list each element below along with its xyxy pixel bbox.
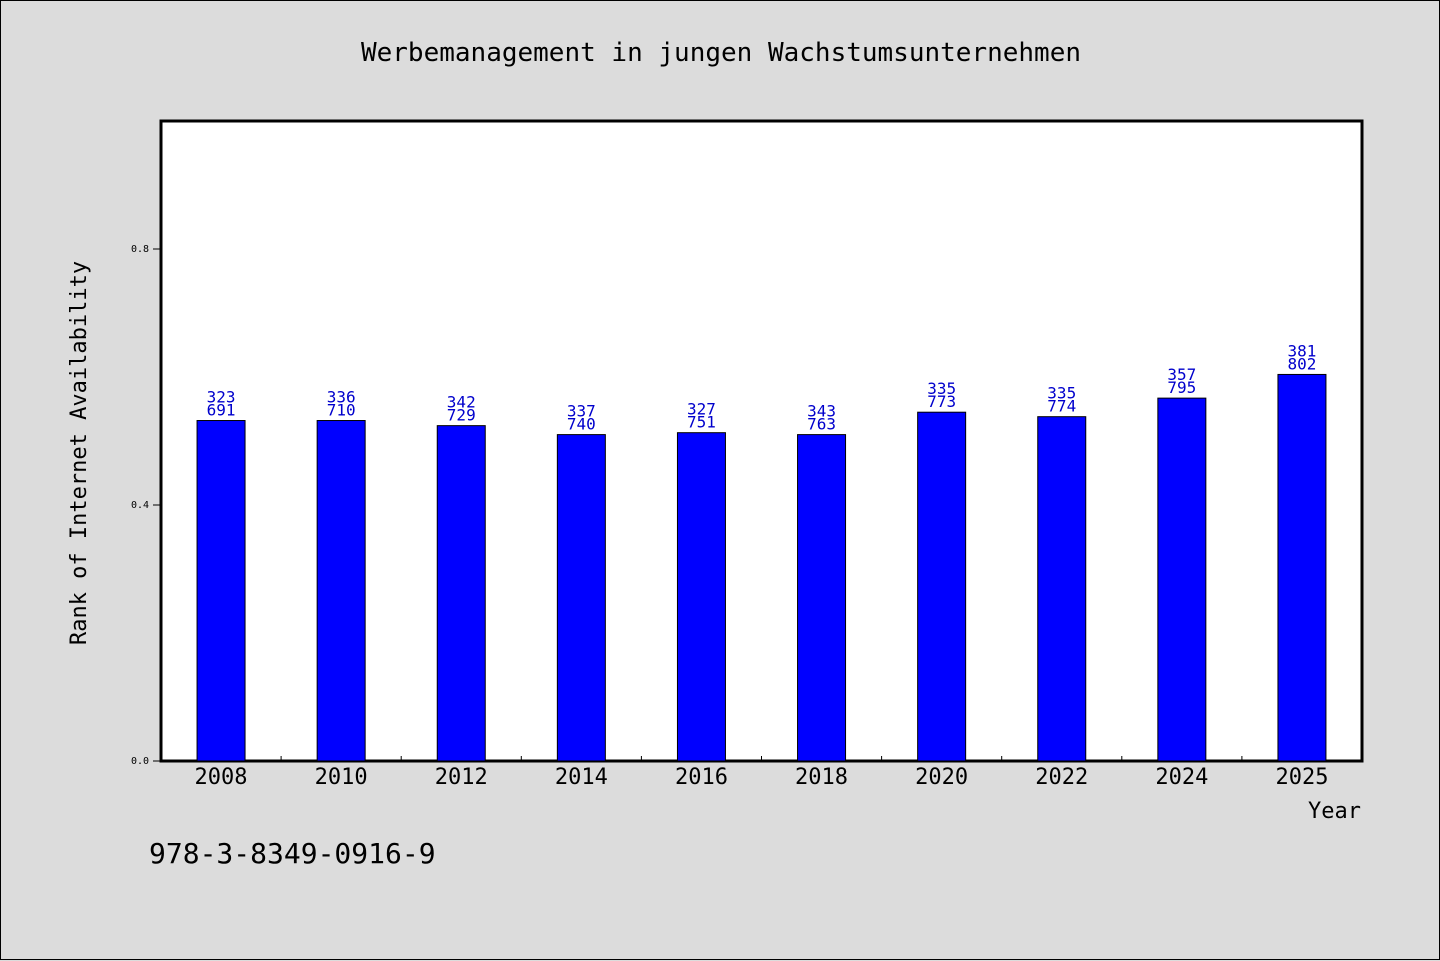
x-tick-label: 2016 bbox=[675, 765, 728, 790]
bar bbox=[1277, 373, 1327, 762]
x-tick-label: 2024 bbox=[1155, 765, 1208, 790]
x-axis-label: Year bbox=[1308, 799, 1361, 824]
bar bbox=[436, 425, 486, 762]
x-tick-label: 2014 bbox=[555, 765, 608, 790]
bar-label-top: 337 bbox=[567, 402, 596, 421]
x-tick-label: 2018 bbox=[795, 765, 848, 790]
x-tick-label: 2025 bbox=[1275, 765, 1328, 790]
bar-label-bottom: 710 bbox=[327, 401, 356, 420]
bar-label-top: 327 bbox=[687, 400, 716, 419]
x-axis-ticks: 2008 2010 2012 2014 2016 2018 2020 2022 2024 2025 bbox=[195, 756, 1328, 790]
bar-label-bottom: 751 bbox=[687, 413, 716, 432]
bar bbox=[1157, 397, 1207, 762]
x-tick-label: 2012 bbox=[435, 765, 488, 790]
bar-label-top: 335 bbox=[927, 379, 956, 398]
bar bbox=[196, 420, 246, 762]
y-tick-label: 0.4 bbox=[131, 500, 149, 511]
bar-label-top: 336 bbox=[327, 388, 356, 407]
bar bbox=[797, 434, 847, 762]
x-tick-label: 2022 bbox=[1035, 765, 1088, 790]
bar-label-top: 335 bbox=[1047, 384, 1076, 403]
bar-label-top: 343 bbox=[807, 402, 836, 421]
isbn-text: 978-3-8349-0916-9 bbox=[149, 837, 436, 870]
y-tick-label: 0.8 bbox=[131, 244, 149, 255]
bar-label-top: 381 bbox=[1287, 341, 1316, 360]
bar-label-bottom: 691 bbox=[207, 401, 236, 420]
bar bbox=[917, 411, 967, 762]
bar-label-bottom: 802 bbox=[1287, 354, 1316, 373]
bar bbox=[316, 420, 366, 762]
x-tick-label: 2010 bbox=[315, 765, 368, 790]
y-axis-ticks: 0.0 0.4 0.8 bbox=[131, 244, 161, 767]
y-tick-label: 0.0 bbox=[131, 756, 149, 767]
bar bbox=[676, 432, 726, 762]
y-axis-label: Rank of Internet Availability bbox=[67, 261, 92, 645]
x-tick-label: 2008 bbox=[195, 765, 248, 790]
bar-label-top: 323 bbox=[207, 388, 236, 407]
x-tick-label: 2020 bbox=[915, 765, 968, 790]
bar bbox=[1037, 416, 1087, 762]
bar-label-bottom: 774 bbox=[1047, 397, 1076, 416]
chart-title: Werbemanagement in jungen Wachstumsunter… bbox=[361, 38, 1081, 68]
bar-label-bottom: 773 bbox=[927, 392, 956, 411]
bar-label-bottom: 763 bbox=[807, 415, 836, 434]
bar-label-bottom: 740 bbox=[567, 415, 596, 434]
bar-label-bottom: 729 bbox=[447, 406, 476, 425]
bars-group bbox=[196, 373, 1327, 762]
bar-label-bottom: 795 bbox=[1167, 378, 1196, 397]
bar-label-top: 342 bbox=[447, 393, 476, 412]
bar-label-top: 357 bbox=[1167, 365, 1196, 384]
bar bbox=[556, 434, 606, 762]
